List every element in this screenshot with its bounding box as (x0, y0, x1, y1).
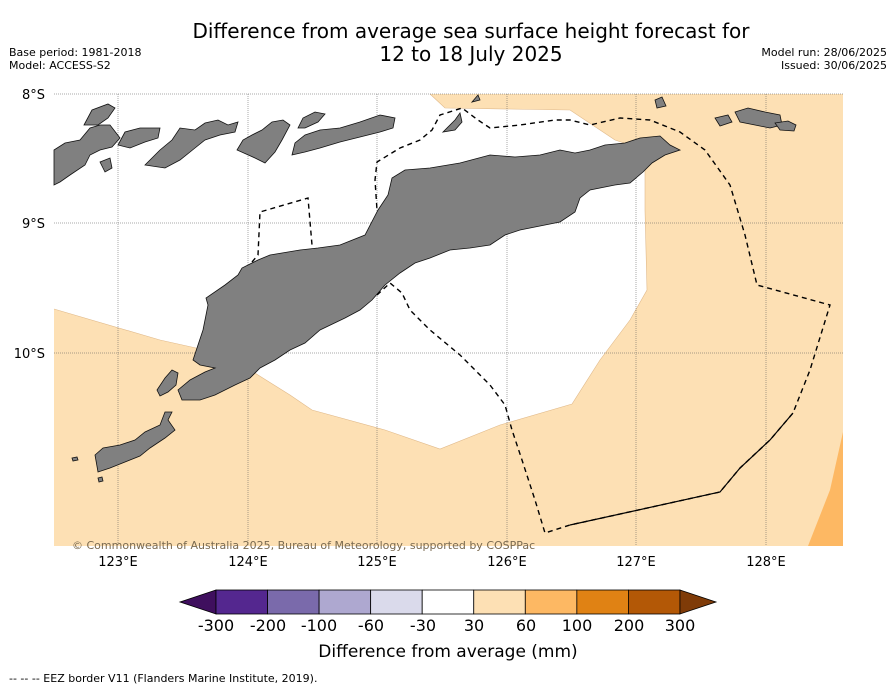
eez-border (251, 107, 831, 534)
atauro-small-island (99, 157, 113, 173)
colorbar-segment (628, 589, 681, 615)
lat-label-9s: 9°S (22, 217, 45, 232)
colorbar-tick-label: 60 (516, 616, 536, 635)
title-line-2: 12 to 18 July 2025 (379, 42, 563, 66)
colorbar (178, 589, 718, 615)
colorbar-title: Difference from average (mm) (318, 642, 577, 662)
anomaly-60-100-region (808, 432, 843, 546)
semau-island (156, 369, 179, 397)
colorbar-tick-label: 30 (464, 616, 484, 635)
colorbar-tick-label: 300 (665, 616, 696, 635)
issued-date: Issued: 30/06/2025 (780, 59, 887, 72)
wetar-island (291, 114, 396, 156)
rote-island (94, 411, 176, 473)
land (53, 94, 797, 483)
damar-island (470, 94, 481, 103)
eez-footnote: -- -- -- EEZ border V11 (Flanders Marine… (9, 672, 318, 685)
alor-island-west (53, 124, 121, 186)
colorbar-segment (318, 589, 372, 615)
colorbar-segment (370, 589, 423, 615)
colorbar-segment (267, 589, 320, 615)
lon-label-126e: 126°E (487, 555, 527, 570)
colorbar-segment (576, 589, 629, 615)
alor-island-north (83, 103, 116, 126)
babar-small-island (654, 96, 667, 109)
eez-border-solid-segment (569, 412, 794, 526)
map-title: Difference from average sea surface heig… (0, 20, 896, 66)
colorbar-tick-label: -100 (301, 616, 337, 635)
colorbar-extend-low (178, 589, 217, 615)
colorbar-tick-label: 100 (562, 616, 593, 635)
lon-label-128e: 128°E (746, 555, 786, 570)
lat-label-8s: 8°S (22, 88, 45, 103)
colorbar-segment (524, 589, 578, 615)
kisar-small-island (441, 112, 463, 133)
title-line-1: Difference from average sea surface heig… (192, 19, 750, 43)
colorbar-extend-high (679, 589, 718, 615)
ndao-island (71, 456, 79, 462)
meta-right: Model run: 28/06/2025 Issued: 30/06/2025 (761, 46, 887, 72)
colorbar-tick-label: -30 (410, 616, 436, 635)
pantar-island (117, 127, 161, 149)
meta-left: Base period: 1981-2018 Model: ACCESS-S2 (9, 46, 141, 72)
lon-label-127e: 127°E (616, 555, 656, 570)
map-panel: © Commonwealth of Australia 2025, Bureau… (53, 93, 843, 552)
colorbar-tick-labels: -300 -200 -100 -60 -30 30 60 100 200 300 (198, 616, 695, 635)
longitude-labels: 123°E 124°E 125°E 126°E 127°E 128°E (98, 555, 786, 570)
masela-island (774, 120, 797, 132)
lon-label-124e: 124°E (228, 555, 268, 570)
copyright-text: © Commonwealth of Australia 2025, Bureau… (72, 539, 535, 552)
timor-island (177, 135, 682, 401)
colorbar-segment (215, 589, 268, 615)
lat-label-10s: 10°S (14, 347, 45, 362)
liran-island (297, 111, 326, 129)
colorbar-tick-label: 200 (614, 616, 645, 635)
colorbar-tick-label: -300 (198, 616, 234, 635)
model-run: Model run: 28/06/2025 (761, 46, 887, 59)
ndana-island (97, 476, 104, 483)
lon-label-123e: 123°E (98, 555, 138, 570)
base-period: Base period: 1981-2018 (9, 46, 142, 59)
colorbar-tick-label: -200 (250, 616, 286, 635)
colorbar-segment (473, 589, 526, 615)
leti-island (714, 114, 733, 127)
latitude-labels: 8°S 9°S 10°S (14, 88, 45, 362)
colorbar-segment (421, 589, 475, 615)
alor-island-main (236, 119, 291, 164)
colorbar-tick-label: -60 (358, 616, 384, 635)
model-name: Model: ACCESS-S2 (9, 59, 111, 72)
lembata-island (144, 119, 239, 169)
lon-label-125e: 125°E (357, 555, 397, 570)
